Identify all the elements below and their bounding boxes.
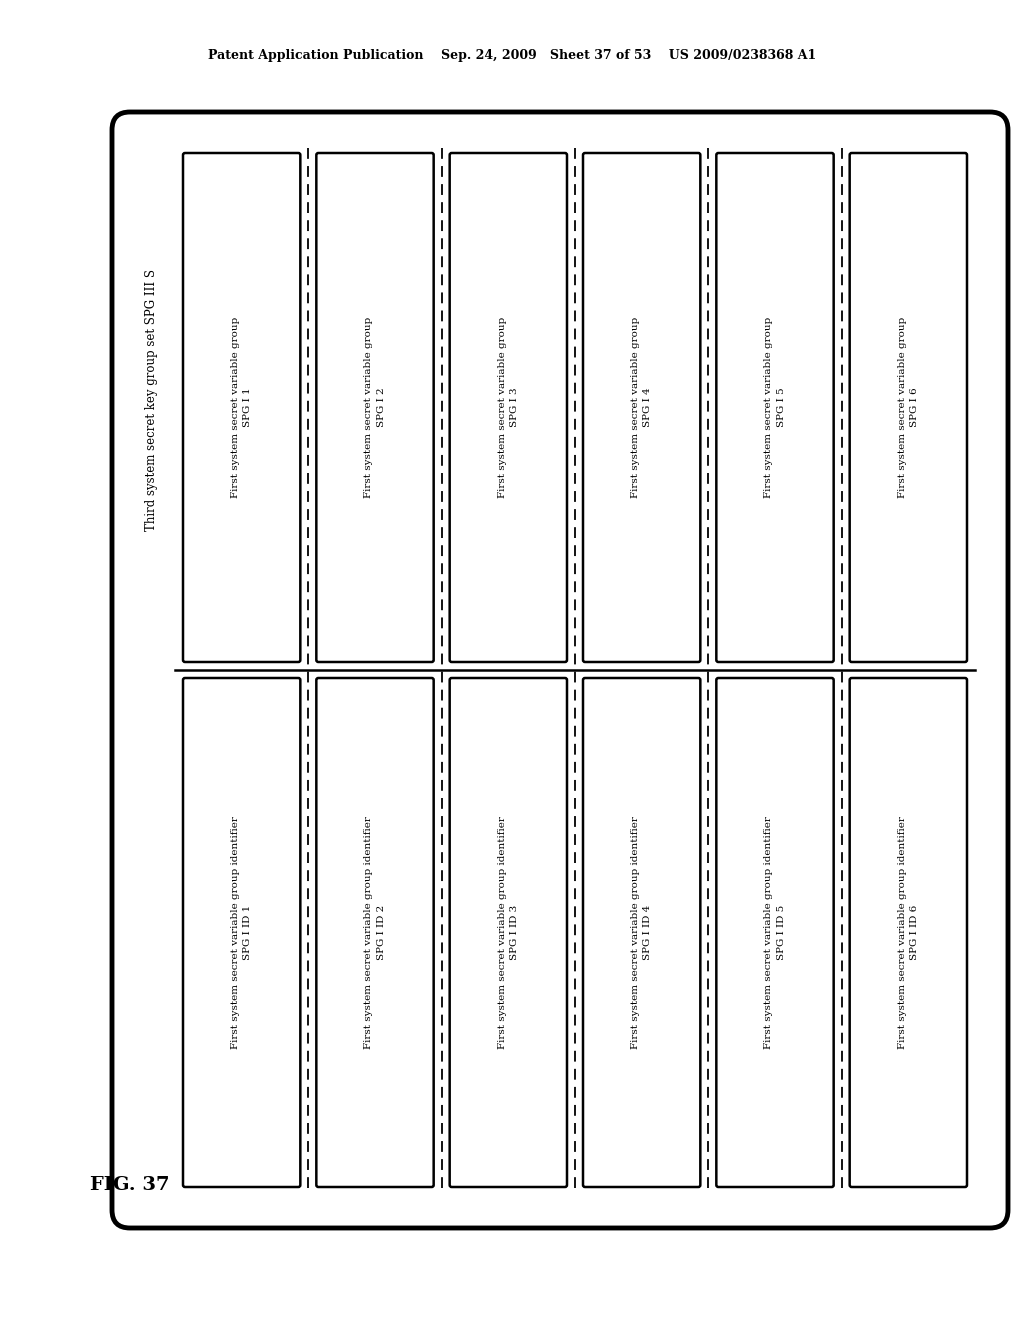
Text: First system secret variable group
SPG I 1: First system secret variable group SPG I…	[231, 317, 253, 498]
Text: First system secret variable group identifier
SPG I ID 2: First system secret variable group ident…	[365, 816, 386, 1049]
Text: First system secret variable group
SPG I 2: First system secret variable group SPG I…	[365, 317, 386, 498]
Text: First system secret variable group
SPG I 6: First system secret variable group SPG I…	[898, 317, 920, 498]
Text: First system secret variable group
SPG I 4: First system secret variable group SPG I…	[631, 317, 652, 498]
FancyBboxPatch shape	[316, 678, 434, 1187]
FancyBboxPatch shape	[850, 153, 967, 663]
Text: First system secret variable group
SPG I 3: First system secret variable group SPG I…	[498, 317, 519, 498]
FancyBboxPatch shape	[183, 153, 300, 663]
FancyBboxPatch shape	[583, 153, 700, 663]
FancyBboxPatch shape	[450, 678, 567, 1187]
Text: First system secret variable group
SPG I 5: First system secret variable group SPG I…	[764, 317, 785, 498]
Text: FIG. 37: FIG. 37	[90, 1176, 170, 1195]
Text: First system secret variable group identifier
SPG I ID 4: First system secret variable group ident…	[631, 816, 652, 1049]
FancyBboxPatch shape	[850, 678, 967, 1187]
FancyBboxPatch shape	[717, 153, 834, 663]
FancyBboxPatch shape	[717, 678, 834, 1187]
FancyBboxPatch shape	[183, 678, 300, 1187]
Text: Patent Application Publication    Sep. 24, 2009   Sheet 37 of 53    US 2009/0238: Patent Application Publication Sep. 24, …	[208, 49, 816, 62]
Text: First system secret variable group identifier
SPG I ID 3: First system secret variable group ident…	[498, 816, 519, 1049]
Text: First system secret variable group identifier
SPG I ID 5: First system secret variable group ident…	[764, 816, 785, 1049]
FancyBboxPatch shape	[112, 112, 1008, 1228]
Text: First system secret variable group identifier
SPG I ID 1: First system secret variable group ident…	[231, 816, 253, 1049]
Text: Third system secret key group set SPG III S: Third system secret key group set SPG II…	[145, 269, 159, 531]
Text: First system secret variable group identifier
SPG I ID 6: First system secret variable group ident…	[898, 816, 920, 1049]
FancyBboxPatch shape	[583, 678, 700, 1187]
FancyBboxPatch shape	[450, 153, 567, 663]
FancyBboxPatch shape	[316, 153, 434, 663]
